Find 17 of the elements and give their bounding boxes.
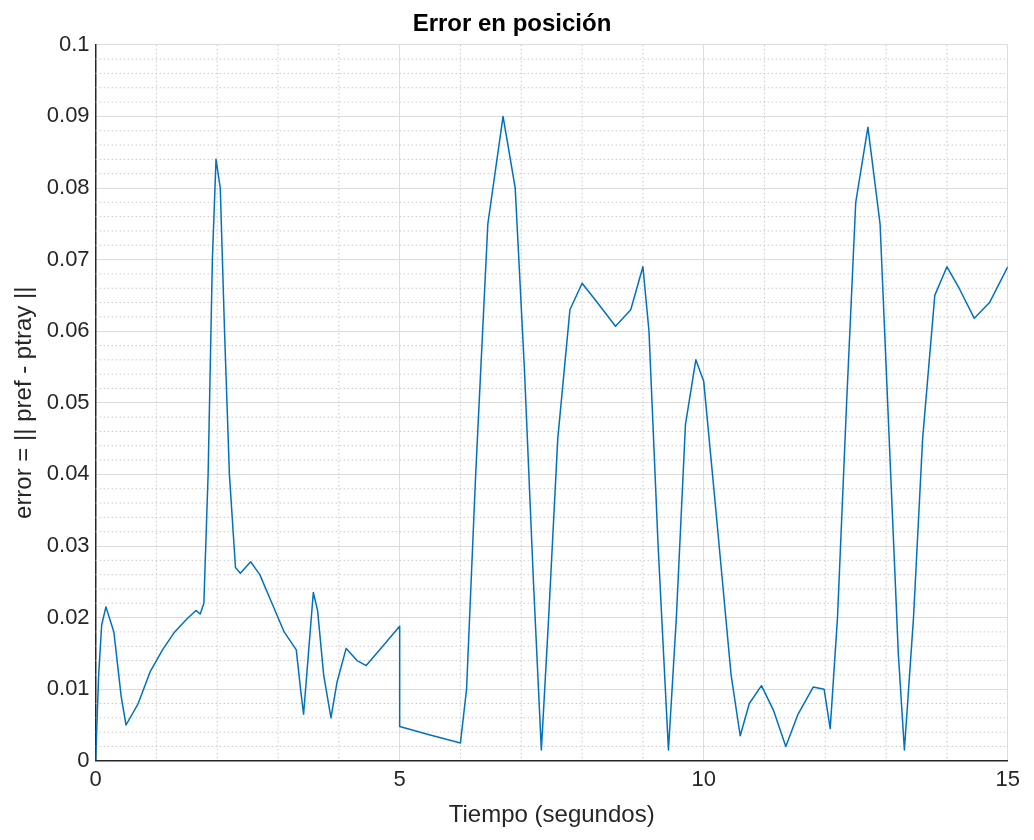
y-tick-label: 0.07 — [46, 245, 90, 271]
chart-title: Error en posición — [412, 9, 612, 37]
y-tick-label: 0 — [77, 746, 90, 772]
y-tick-label: 0.01 — [46, 675, 90, 701]
y-tick-label: 0.08 — [46, 174, 90, 200]
x-tick-label: 10 — [691, 766, 716, 792]
x-tick-label: 15 — [995, 766, 1021, 792]
y-tick-label: 0.03 — [46, 532, 90, 558]
y-tick-label: 0.1 — [59, 30, 90, 56]
y-axis-title: error = || pref - ptray || — [9, 286, 37, 519]
y-tick-label: 0.09 — [46, 102, 90, 128]
x-tick-label: 5 — [393, 766, 406, 792]
y-tick-label: 0.06 — [46, 317, 90, 343]
y-tick-label: 0.04 — [46, 460, 90, 486]
y-tick-label: 0.05 — [46, 388, 90, 414]
y-tick-label: 0.02 — [46, 603, 90, 629]
x-axis-title: Tiempo (segundos) — [448, 800, 655, 828]
